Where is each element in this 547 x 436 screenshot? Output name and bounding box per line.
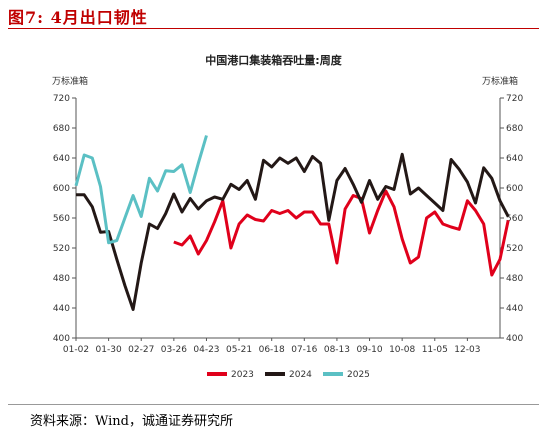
y-tick-label-right: 640 <box>506 154 523 164</box>
y-axis-right-label: 万标准箱 <box>482 77 519 87</box>
y-tick-label-left: 560 <box>53 214 70 224</box>
x-tick-label: 02-27 <box>128 345 154 355</box>
x-tick-label: 03-26 <box>161 345 187 355</box>
x-tick-label: 10-08 <box>389 345 415 355</box>
y-tick-label-left: 480 <box>53 274 70 284</box>
x-tick-label: 01-30 <box>96 345 122 355</box>
title-rule <box>8 28 539 29</box>
figure-title: 图7: 4月出口韧性 <box>8 8 148 27</box>
legend-label-2023: 2023 <box>231 370 254 380</box>
legend-label-2024: 2024 <box>289 370 312 380</box>
legend-label-2025: 2025 <box>347 370 370 380</box>
x-tick-label: 01-02 <box>63 345 89 355</box>
series-2023-line <box>173 189 510 277</box>
chart-title: 中国港口集装箱吞吐量:周度 <box>205 54 342 67</box>
x-tick-label: 08-13 <box>324 345 350 355</box>
series-2024-line <box>76 152 510 311</box>
y-tick-label-right: 440 <box>506 304 523 314</box>
y-tick-label-left: 600 <box>53 184 70 194</box>
y-tick-label-left: 720 <box>53 94 70 104</box>
y-tick-label-right: 600 <box>506 184 523 194</box>
y-tick-label-right: 560 <box>506 214 523 224</box>
x-tick-label: 06-18 <box>259 345 285 355</box>
legend: 2023 2024 2025 <box>207 370 370 380</box>
x-tick-label: 07-16 <box>291 345 317 355</box>
x-tick-label: 05-21 <box>226 345 252 355</box>
y-tick-label-left: 640 <box>53 154 70 164</box>
y-tick-label-left: 520 <box>53 244 70 254</box>
axes: 400 400 440 440 480 480 520 520 560 560 600 600 640 6… <box>53 94 524 355</box>
y-tick-label-right: 680 <box>506 124 523 134</box>
y-tick-label-left: 400 <box>53 334 70 344</box>
x-tick-label: 12-03 <box>454 345 480 355</box>
series-lines <box>74 135 510 311</box>
y-axis-left-label: 万标准箱 <box>52 77 89 87</box>
series-2025-line <box>74 135 208 245</box>
y-tick-label-left: 440 <box>53 304 70 314</box>
source-rule <box>8 404 539 405</box>
x-tick-label: 09-10 <box>356 345 382 355</box>
y-tick-label-right: 400 <box>506 334 523 344</box>
source-note: 资料来源：Wind，诚通证券研究所 <box>30 414 233 429</box>
y-tick-label-left: 680 <box>53 124 70 134</box>
x-tick-label: 04-23 <box>193 345 219 355</box>
x-tick-label: 11-05 <box>422 345 448 355</box>
y-tick-label-right: 520 <box>506 244 523 254</box>
y-tick-label-right: 720 <box>506 94 523 104</box>
y-tick-label-right: 480 <box>506 274 523 284</box>
